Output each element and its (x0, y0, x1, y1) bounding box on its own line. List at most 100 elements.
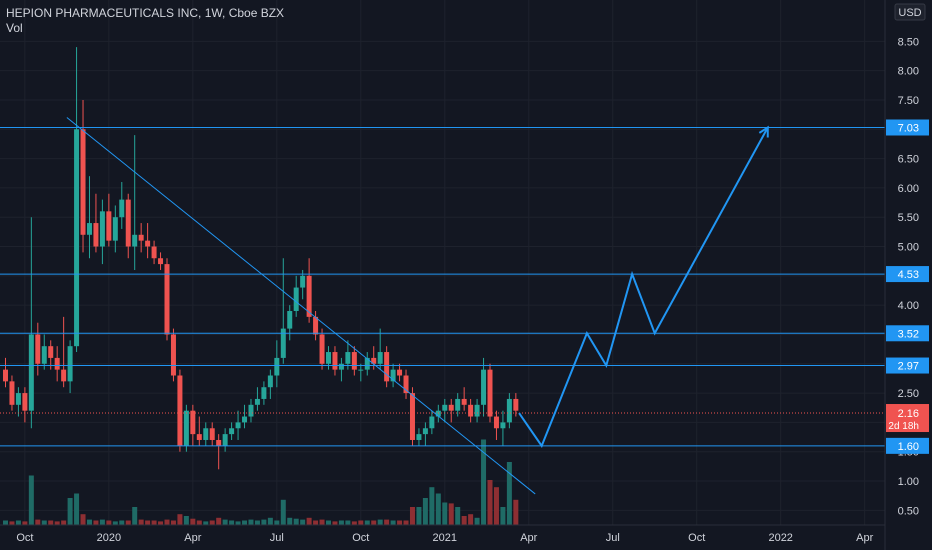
level-price-label: 3.52 (898, 328, 919, 340)
volume-bar (313, 520, 319, 525)
volume-bar (242, 520, 248, 525)
candle-body (319, 334, 325, 364)
candle-body (377, 352, 383, 364)
level-price-label: 2.97 (898, 361, 919, 373)
volume-bar (190, 518, 196, 525)
candle-body (74, 129, 80, 347)
chart-title: HEPION PHARMACEUTICALS INC, 1W, Cboe BZX (6, 6, 285, 20)
level-price-badge (886, 119, 929, 136)
volume-bar (416, 507, 422, 525)
time-tick-label: 2022 (768, 532, 792, 544)
level-price-badge (886, 325, 929, 342)
candle-body (261, 387, 267, 399)
volume-bar (112, 521, 118, 525)
volume-bar (132, 507, 138, 525)
volume-bar (164, 519, 170, 525)
volume-bar (9, 521, 15, 525)
volume-bar (216, 517, 222, 525)
candle-body (99, 211, 105, 247)
volume-label: Vol (6, 21, 23, 35)
volume-bar (345, 520, 351, 525)
volume-bar (384, 519, 390, 525)
price-tick-label: 1.00 (898, 476, 919, 488)
time-tick-label: 2021 (433, 532, 457, 544)
volume-bar (106, 520, 112, 525)
volume-bar (397, 520, 403, 525)
time-tick-label: Apr (184, 532, 201, 544)
time-tick-label: Apr (856, 532, 873, 544)
price-tick-label: 4.00 (898, 300, 919, 312)
candle-body (481, 369, 487, 405)
price-tick-label: 2.50 (898, 388, 919, 400)
countdown-label: 2d 18h (888, 421, 919, 432)
candle-body (338, 363, 344, 370)
volume-bar (158, 521, 164, 525)
volume-bar (203, 521, 209, 525)
current-price-label: 2.16 (898, 408, 919, 420)
volume-bar (500, 507, 506, 525)
candle-body (151, 246, 157, 259)
candle-body (183, 410, 189, 446)
candle-body (170, 334, 176, 376)
level-price-label: 1.60 (898, 441, 919, 453)
volume-bar (119, 520, 125, 525)
volume-bar (61, 520, 67, 525)
candle-body (500, 422, 506, 429)
candle-body (3, 369, 8, 382)
candle-body (41, 346, 47, 364)
candle-body (274, 357, 280, 376)
volume-bar (261, 519, 267, 525)
candle-body (513, 398, 519, 411)
volume-bar (287, 517, 293, 525)
volume-bar (461, 516, 467, 525)
candle-body (506, 398, 512, 423)
candle-body (468, 404, 474, 417)
volume-bar (177, 514, 183, 525)
candle-body (229, 428, 235, 435)
candle-body (80, 129, 86, 235)
volume-bar (390, 520, 396, 525)
candle-body (384, 352, 390, 382)
volume-bar (306, 517, 312, 525)
volume-bar (125, 520, 131, 525)
time-tick-label: Oct (352, 532, 369, 544)
time-tick-label: Oct (16, 532, 33, 544)
candle-body (15, 393, 21, 405)
volume-bar (300, 519, 306, 525)
volume-bar (196, 520, 202, 525)
candle-body (112, 217, 118, 241)
candle-body (22, 393, 28, 411)
candle-body (222, 434, 228, 446)
candle-body (242, 416, 248, 423)
volume-bar (22, 521, 28, 525)
volume-bar (332, 521, 338, 525)
currency-badge (894, 3, 926, 21)
candle-body (248, 404, 254, 417)
candle-body (422, 428, 428, 435)
time-tick-label: Jul (270, 532, 284, 544)
price-tick-label: 6.00 (898, 183, 919, 195)
candle-body (164, 264, 170, 335)
candle-body (145, 240, 151, 247)
candle-body (364, 357, 370, 370)
volume-bar (67, 498, 73, 525)
candle-body (442, 404, 448, 411)
volume-bar (377, 519, 383, 525)
current-price-badge (886, 404, 929, 433)
candle-body (429, 416, 435, 429)
volume-bar (80, 514, 86, 525)
volume-bar (74, 493, 80, 525)
volume-bar (442, 502, 448, 525)
volume-bar (254, 520, 260, 525)
volume-bar (267, 517, 273, 525)
candle-body (106, 211, 112, 241)
candle-body (93, 223, 99, 247)
time-tick-label: 2020 (97, 532, 121, 544)
volume-bar (326, 520, 331, 525)
volume-bar (229, 520, 235, 525)
candle-body (190, 410, 196, 435)
volume-bar (54, 521, 60, 525)
candle-body (9, 381, 15, 405)
candle-body (487, 369, 493, 417)
